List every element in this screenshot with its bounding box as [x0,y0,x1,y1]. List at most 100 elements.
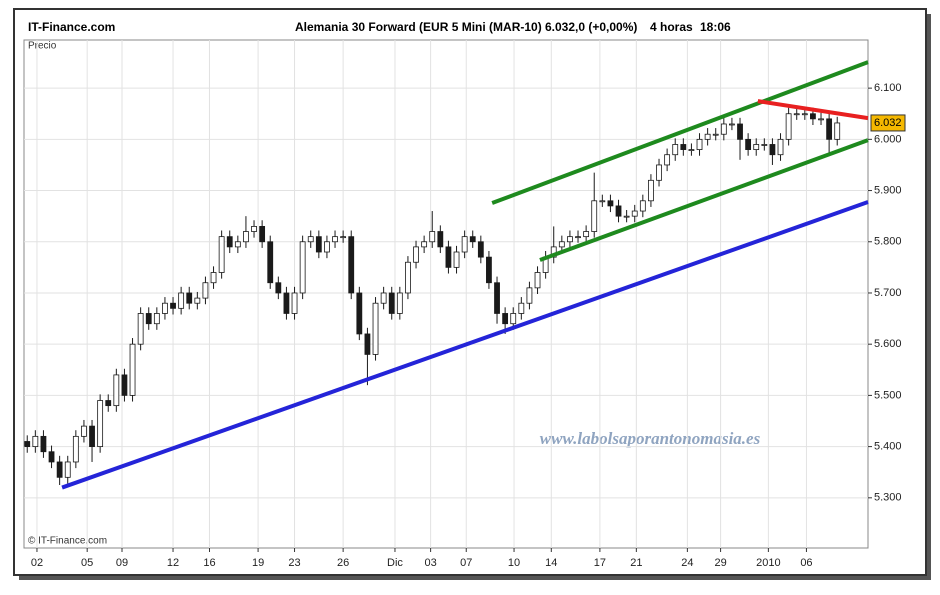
candle-body [672,144,679,156]
x-tick-label: 2010 [756,557,780,569]
x-tick-label: 17 [594,557,606,569]
candle-body [105,400,112,407]
candle-body [615,205,622,217]
candle-body [129,343,136,396]
y-tick-label: 5.500 [874,389,902,401]
candle-body [121,374,128,396]
candle-body [656,164,662,181]
quote: 6.032,0 (+0,00%) [545,20,637,34]
candle-body [623,215,630,218]
trend-line [539,138,869,262]
candle-body [396,292,403,314]
candle-body [307,236,314,243]
candle-body [372,302,379,355]
candle-body [24,441,31,448]
candle-body [575,236,581,239]
candle-body [56,461,63,478]
x-tick-label: 14 [545,557,557,569]
candle-body [712,133,719,136]
candle-body [137,313,144,345]
candle-body [753,144,760,150]
x-tick-label: 02 [31,557,43,569]
candle-body [210,272,217,284]
candle-body [251,226,257,232]
candle-body [631,210,638,217]
candle-body [639,200,646,212]
copyright: © IT-Finance.com [28,536,107,547]
candle-body [243,231,249,243]
candle-body [745,138,752,150]
candle-body [534,272,541,289]
candle-body [720,123,727,135]
candle-body [291,292,298,314]
candle-body [445,246,452,268]
candle-body [40,435,47,453]
candle-body [696,138,703,150]
candle-body [315,236,322,253]
x-tick-label: 07 [460,557,472,569]
y-tick-label: 5.800 [874,236,902,248]
x-tick-label: 29 [714,557,726,569]
candle-body [89,425,95,448]
candle-body [664,154,671,166]
x-tick-label: 16 [203,557,215,569]
candle-body [81,425,87,437]
candle-body [567,236,573,243]
candle-body [583,231,590,238]
x-tick-label: 19 [252,557,264,569]
x-tick-label: 09 [116,557,128,569]
plot-area [23,39,869,549]
candle-body [648,179,654,202]
candle-body [680,144,687,150]
interval: 4 horas [650,20,693,34]
candle-body [72,435,79,463]
candle-body [413,246,419,263]
candle-body [234,241,241,248]
candle-body [818,118,824,121]
candle-body [267,241,274,284]
x-tick-label: 21 [630,557,642,569]
candle-body [801,113,808,116]
candle-body [226,236,233,248]
candle-body [113,374,120,407]
candle-body [178,292,185,309]
candle-body [785,113,792,140]
candle-body [340,236,347,239]
candle-body [170,302,176,309]
trend-line [491,60,869,205]
candle-body [510,313,517,325]
x-tick-label: 23 [288,557,300,569]
candle-body [834,122,841,140]
candle-body [283,292,290,314]
candle-body [186,292,193,304]
candle-body [64,461,71,478]
candle-body [356,292,363,335]
watermark: www.labolsaporantonomasia.es [540,429,761,448]
candle-body [704,133,711,140]
x-tick-label: 10 [508,557,520,569]
candle-body [194,297,201,304]
candle-body [518,302,525,314]
candle-body [688,149,695,151]
candle-body [486,256,492,284]
candle-body [153,313,160,325]
candle-body [299,241,306,294]
candle-body [591,200,598,232]
candle-body [364,333,371,355]
candle-body [477,241,484,258]
candle-body [48,451,55,463]
candle-body [729,123,735,126]
candle-body [32,435,39,448]
candle-body [607,200,614,207]
x-tick-label: 05 [81,557,93,569]
chart-title: Alemania 30 Forward (EUR 5 Mini (MAR-10) [295,20,542,34]
y-tick-label: 6.100 [874,82,902,94]
candle-body [218,236,225,273]
candle-body [259,226,266,243]
candle-body [453,251,460,268]
y-tick-label: 5.400 [874,441,902,453]
candle-body [761,144,768,146]
candle-body [826,118,833,140]
candle-body [769,144,776,156]
